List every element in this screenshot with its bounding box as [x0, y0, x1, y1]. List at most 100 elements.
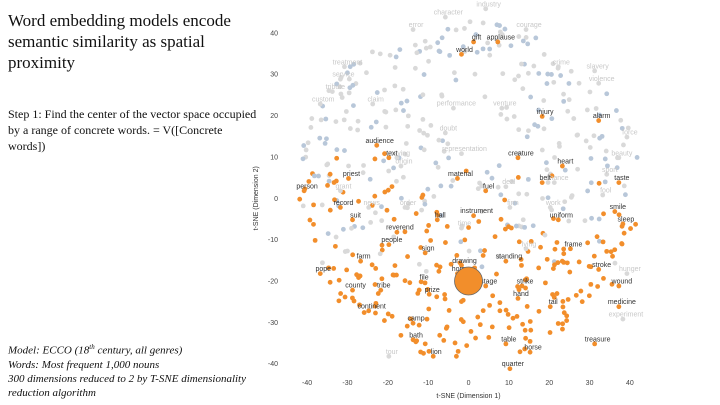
embedding-point — [562, 167, 568, 173]
word-label: instrument — [460, 208, 493, 215]
embedding-point — [512, 200, 518, 206]
y-tick-label: 10 — [270, 154, 278, 161]
embedding-point — [463, 168, 469, 174]
embedding-point — [561, 246, 567, 252]
x-tick-label: -20 — [383, 380, 393, 387]
embedding-point — [528, 94, 534, 100]
embedding-point — [331, 266, 337, 271]
word-point — [551, 180, 557, 185]
embedding-point — [619, 241, 625, 247]
embedding-point — [612, 247, 618, 253]
embedding-point — [420, 116, 426, 122]
embedding-point — [486, 335, 492, 340]
embedding-point — [392, 65, 398, 70]
embedding-point — [498, 192, 504, 198]
embedding-point — [398, 332, 404, 338]
embedding-point — [426, 223, 432, 228]
embedding-point — [436, 268, 442, 274]
embedding-point — [585, 188, 591, 194]
embedding-point — [355, 118, 361, 124]
word-label: service — [332, 72, 354, 79]
word-point — [378, 287, 384, 293]
word-point — [515, 296, 521, 301]
embedding-point — [374, 90, 380, 95]
embedding-point — [337, 84, 343, 90]
word-point — [568, 246, 573, 252]
word-point — [620, 316, 626, 322]
embedding-point — [576, 80, 582, 86]
embedding-point — [441, 337, 447, 343]
embedding-point — [440, 138, 445, 144]
embedding-point — [361, 163, 366, 168]
embedding-point — [512, 77, 518, 83]
embedding-point — [372, 156, 378, 162]
embedding-point — [466, 225, 471, 230]
embedding-point — [344, 267, 350, 273]
word-point — [459, 151, 464, 157]
embedding-point — [516, 34, 522, 39]
embedding-point — [522, 327, 528, 333]
embedding-point — [602, 179, 608, 185]
word-label: county — [345, 283, 366, 290]
embedding-point — [422, 280, 428, 286]
embedding-point — [472, 71, 478, 77]
embedding-point — [312, 173, 317, 179]
y-tick-label: 30 — [270, 72, 278, 79]
embedding-point — [479, 264, 485, 270]
embedding-point — [600, 239, 606, 245]
embedding-point — [608, 249, 614, 255]
word-label: farm — [357, 254, 371, 261]
embedding-point — [523, 335, 529, 341]
embedding-point — [370, 49, 375, 55]
word-label: uniform — [550, 212, 574, 219]
x-tick-label: 30 — [586, 380, 594, 387]
embedding-point — [567, 269, 573, 275]
word-point — [455, 176, 460, 181]
embedding-point — [379, 247, 385, 253]
word-point — [523, 246, 529, 252]
word-label: text — [386, 150, 397, 157]
embedding-point — [502, 26, 508, 32]
embedding-point — [460, 319, 466, 325]
word-point — [596, 267, 602, 272]
embedding-point — [490, 293, 496, 299]
embedding-point — [516, 73, 521, 79]
embedding-point — [341, 117, 347, 123]
y-tick-label: 0 — [274, 196, 278, 203]
word-label: lion — [431, 349, 442, 356]
embedding-point — [566, 218, 572, 224]
embedding-point — [442, 292, 448, 297]
embedding-point — [322, 140, 328, 146]
embedding-point — [494, 271, 499, 277]
word-label: prize — [425, 287, 440, 294]
embedding-point — [516, 239, 522, 245]
word-point — [507, 205, 513, 210]
embedding-point — [434, 262, 439, 268]
embedding-point — [573, 292, 579, 298]
embedding-point — [317, 135, 323, 141]
embedding-point — [392, 83, 398, 89]
embedding-point — [422, 341, 428, 347]
embedding-point — [519, 262, 524, 268]
word-point — [402, 205, 408, 210]
embedding-point — [589, 215, 594, 221]
embedding-point — [392, 263, 398, 268]
embedding-point — [504, 116, 510, 122]
embedding-point — [309, 116, 315, 121]
embedding-point — [300, 156, 306, 162]
embedding-point — [476, 219, 482, 224]
embedding-point — [499, 32, 505, 38]
embedding-point — [398, 100, 404, 106]
tsne-scatter-plot: 40 30 20 10 0 -10 -20 -30 -40 -40 -30 -20 -10 0 10 20 3… — [253, 1, 643, 400]
word-label: drawing — [452, 258, 477, 265]
embedding-point — [451, 70, 457, 76]
word-label: grant — [335, 183, 351, 190]
embedding-point — [571, 116, 577, 121]
embedding-point — [520, 321, 526, 327]
word-label: treasure — [585, 336, 611, 343]
embedding-point — [519, 61, 524, 67]
embedding-point — [383, 109, 389, 115]
embedding-point — [443, 240, 448, 245]
embedding-point — [605, 163, 610, 169]
x-tick-label: -10 — [423, 380, 433, 387]
